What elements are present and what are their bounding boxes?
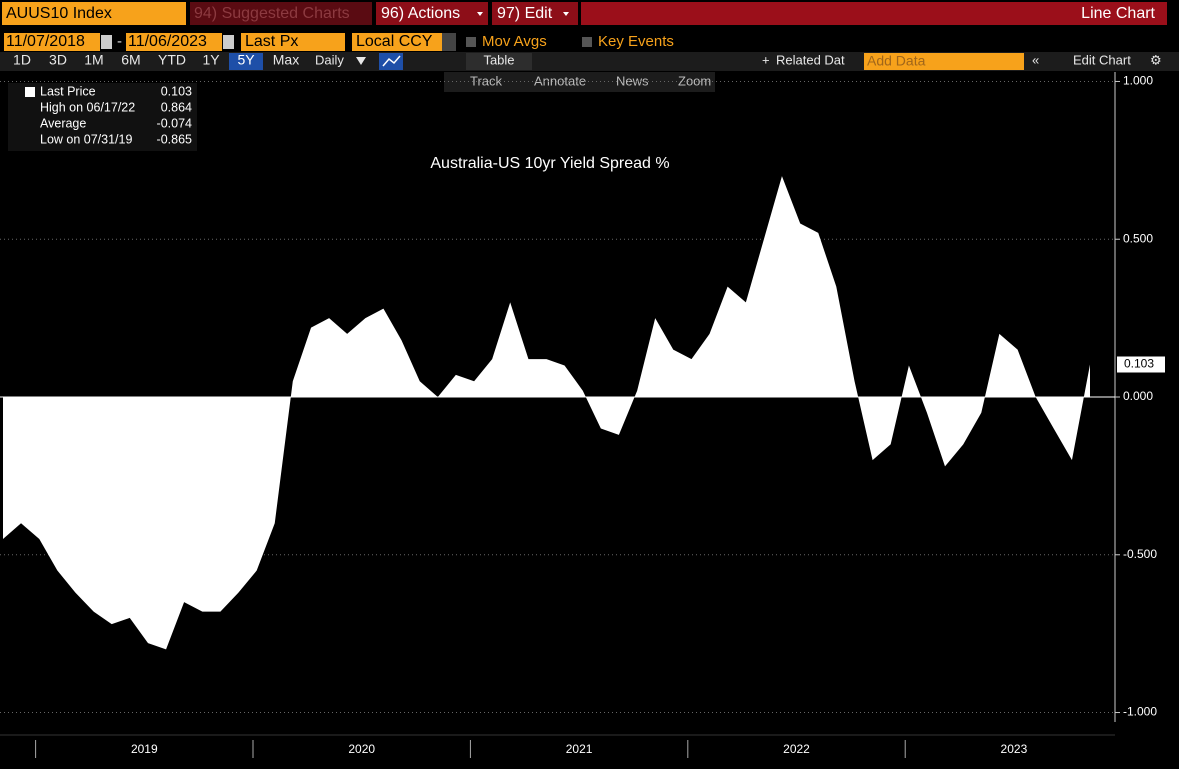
range-button[interactable]: 5Y (237, 52, 255, 68)
tool[interactable]: News (616, 73, 649, 88)
y-tick-label: 0.000 (1123, 389, 1153, 403)
date-field[interactable] (126, 33, 222, 51)
plus: + (762, 52, 770, 67)
dropdown-arrow (563, 12, 569, 16)
x-tick-label: 2019 (131, 742, 158, 756)
tool[interactable]: Zoom (678, 73, 711, 88)
legend-label: Last Price (40, 84, 96, 98)
separator: - (117, 33, 122, 50)
x-tick-label: 2020 (348, 742, 375, 756)
icon (382, 55, 401, 67)
range-button[interactable]: 3D (49, 52, 67, 68)
menu-button[interactable] (492, 2, 578, 25)
currency-select[interactable] (352, 33, 442, 51)
tool[interactable]: Annotate (534, 73, 586, 88)
checkbox[interactable] (466, 37, 476, 47)
option: Key Events (598, 33, 674, 50)
legend-swatch (25, 87, 35, 97)
last-value-label: 0.103 (1124, 357, 1154, 371)
range-button[interactable]: Max (273, 52, 299, 68)
range-button[interactable]: 1D (13, 52, 31, 68)
edit-chart[interactable]: Edit Chart (1073, 52, 1131, 67)
y-tick-label: 0.500 (1123, 231, 1153, 245)
ticker: AUUS10 Index (6, 5, 112, 22)
y-tick-label: -1.000 (1123, 705, 1157, 719)
x-tick-label: 2023 (1001, 742, 1028, 756)
legend-label: Average (40, 116, 86, 130)
range-button-active (229, 53, 263, 70)
related-data[interactable]: Related Dat (776, 52, 845, 67)
legend (8, 83, 197, 151)
range-button[interactable]: 6M (121, 52, 140, 68)
y-tick-label: -0.500 (1123, 547, 1157, 561)
legend-value: 0.103 (161, 84, 192, 98)
dropdown[interactable] (442, 33, 456, 51)
range-button[interactable]: YTD (158, 52, 186, 68)
table: Table (483, 52, 514, 67)
checkbox[interactable] (582, 37, 592, 47)
menu-button[interactable] (376, 2, 488, 25)
field: Last Px (245, 33, 298, 50)
table-button[interactable] (466, 53, 532, 70)
legend-value: -0.865 (157, 132, 192, 146)
date-field[interactable] (4, 33, 100, 51)
collapse[interactable]: « (1032, 52, 1039, 67)
menu-button[interactable] (190, 2, 372, 25)
dropdown-arrow (356, 57, 366, 65)
dropdown-arrow (477, 12, 483, 16)
view-bar (581, 2, 1167, 25)
area (3, 176, 1090, 650)
legend-value: 0.864 (161, 100, 192, 114)
currency: Local CCY (356, 33, 433, 50)
frequency[interactable]: Daily (315, 52, 344, 67)
x-tick-label: 2021 (566, 742, 593, 756)
settings[interactable]: ⚙ (1150, 52, 1162, 67)
menu: 97) Edit (497, 5, 553, 22)
view-title: Line Chart (1081, 5, 1155, 22)
range-button[interactable]: 1M (84, 52, 103, 68)
menu: 96) Actions (381, 5, 460, 22)
y-tick-label: 1.000 (1123, 74, 1153, 88)
add-data: Add Data (867, 53, 926, 69)
legend-label: High on 06/17/22 (40, 100, 135, 114)
x-tick-label: 2022 (783, 742, 810, 756)
legend-value: -0.074 (157, 116, 192, 130)
last-value-tag (1117, 356, 1165, 373)
tool-bar (444, 72, 715, 92)
tool[interactable]: Track (470, 73, 503, 88)
end-date: 11/06/2023 (128, 33, 207, 50)
calendar-icon[interactable] (101, 35, 112, 49)
range-button[interactable]: 1Y (202, 52, 220, 68)
menu: 94) Suggested Charts (194, 5, 350, 22)
chart-title: Australia-US 10yr Yield Spread % (430, 155, 669, 172)
calendar-icon[interactable] (223, 35, 234, 49)
field-select[interactable] (241, 33, 345, 51)
add-data-field[interactable] (864, 53, 1024, 70)
ticker-box[interactable] (2, 2, 186, 25)
start-date: 11/07/2018 (6, 33, 85, 50)
legend-label: Low on 07/31/19 (40, 132, 132, 146)
option: Mov Avgs (482, 33, 547, 50)
